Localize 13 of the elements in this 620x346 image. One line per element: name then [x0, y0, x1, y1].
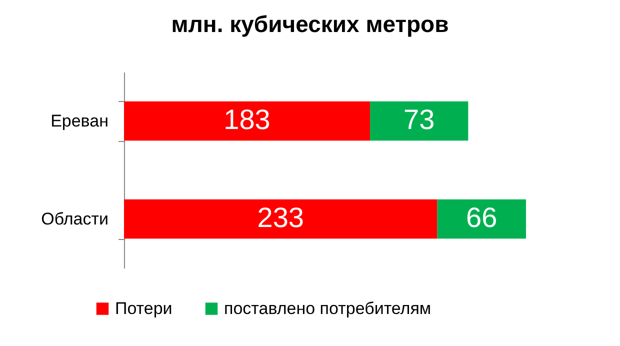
data-label: 73 — [404, 104, 435, 135]
legend-label: поставлено потребителям — [224, 298, 432, 318]
bar — [124, 199, 438, 239]
data-label: 233 — [257, 202, 304, 233]
data-label: 66 — [466, 202, 498, 233]
legend-label: Потери — [115, 298, 172, 318]
data-label: 183 — [224, 104, 270, 135]
y-tick-label: Области — [41, 210, 108, 228]
bar — [437, 199, 526, 239]
bar — [124, 101, 370, 141]
bar — [370, 101, 468, 141]
chart-title: млн. кубических метров — [171, 11, 449, 37]
y-tick-label: Ереван — [50, 112, 108, 130]
